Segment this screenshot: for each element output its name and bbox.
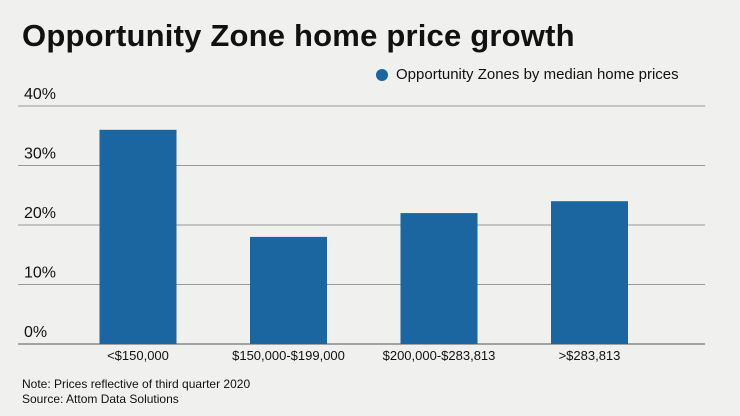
bar	[400, 213, 478, 344]
x-tick-label: $200,000-$283,813	[383, 348, 496, 363]
y-tick-label: 0%	[24, 324, 47, 341]
note-text: Note: Prices reflective of third quarter…	[22, 377, 251, 391]
bar	[551, 201, 628, 344]
y-tick-label: 30%	[24, 146, 56, 163]
chart-title: Opportunity Zone home price growth	[22, 18, 575, 53]
x-tick-label: >$283,813	[559, 348, 621, 363]
legend-marker	[376, 68, 388, 81]
legend-label: Opportunity Zones by median home prices	[396, 66, 679, 83]
y-tick-label: 40%	[24, 86, 56, 103]
y-tick-label: 20%	[24, 205, 56, 222]
x-tick-label: <$150,000	[107, 348, 169, 363]
bar	[250, 236, 327, 344]
y-tick-label: 10%	[24, 265, 56, 282]
legend: Opportunity Zones by median home prices	[376, 66, 679, 83]
source-text: Source: Attom Data Solutions	[22, 392, 179, 406]
x-tick-label: $150,000-$199,000	[232, 348, 345, 363]
bar	[99, 129, 177, 344]
